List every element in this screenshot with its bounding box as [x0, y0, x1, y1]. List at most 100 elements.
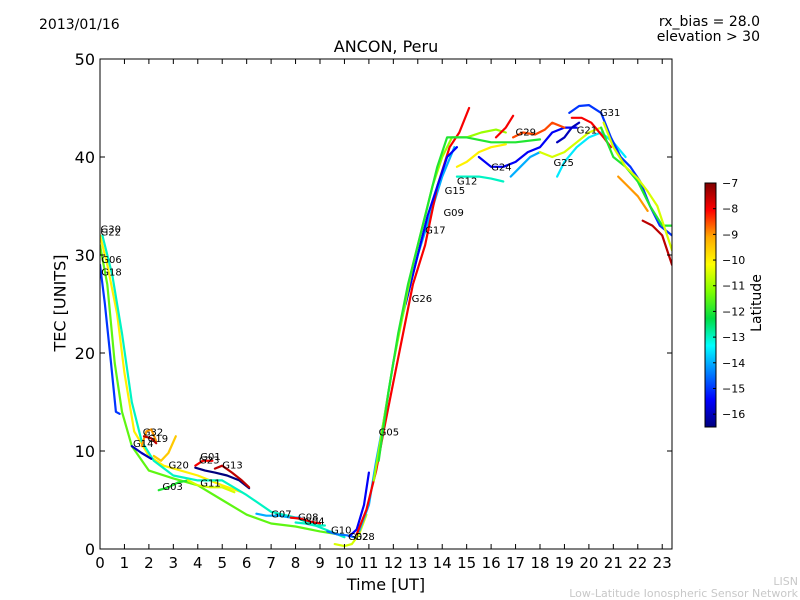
colorbar-tick-label: −16 [722, 408, 745, 421]
x-tick-label: 11 [359, 554, 378, 572]
series-line-g19 [142, 435, 158, 445]
y-axis: 0 10 20 30 40 50 [75, 50, 672, 559]
satellite-label: G28 [354, 532, 374, 543]
y-tick-label: 10 [75, 442, 95, 461]
x-tick-label: 22 [628, 554, 647, 572]
x-tick-label: 18 [530, 554, 549, 572]
x-tick-label: 16 [482, 554, 501, 572]
series-line-g04 [294, 521, 326, 527]
satellite-label: G14 [133, 439, 153, 450]
satellite-label: G25 [553, 158, 573, 169]
x-tick-label: 3 [169, 554, 179, 572]
satellite-label: G11 [200, 478, 220, 489]
colorbar-tick-label: −10 [722, 254, 745, 267]
series-layer [100, 104, 672, 548]
series-line-g09 [377, 136, 542, 462]
series-line-g08 [289, 516, 322, 525]
series-line-g31b [600, 126, 672, 227]
colorbar-tick-label: −9 [722, 228, 738, 241]
series-line-g24b [509, 151, 542, 178]
x-tick-label: 21 [604, 554, 623, 572]
x-tick-label: 13 [408, 554, 427, 572]
x-tick-label: 6 [242, 554, 252, 572]
x-tick-label: 19 [555, 554, 574, 572]
series-line-g02 [348, 471, 370, 538]
satellite-label: G08 [298, 513, 318, 524]
chart-title: ANCON, Peru [333, 37, 439, 56]
x-tick-label: 15 [457, 554, 476, 572]
rx-bias-label: rx_bias = 28.0 [658, 14, 760, 30]
series-line-g21 [556, 121, 581, 144]
elevation-label: elevation > 30 [656, 29, 760, 45]
colorbar-tick-label: −7 [722, 177, 738, 190]
colorbar [704, 182, 717, 428]
satellite-label: G15 [445, 186, 465, 197]
series-line-g13 [213, 464, 251, 489]
x-tick-label: 12 [384, 554, 403, 572]
satellite-label: G05 [379, 427, 399, 438]
satellite-label: G26 [412, 294, 432, 305]
satellite-label: G29 [516, 127, 536, 138]
x-tick-label: 5 [217, 554, 227, 572]
satellite-label: G07 [271, 510, 291, 521]
satellite-label: G04 [304, 517, 324, 528]
satellite-label: G30 [100, 224, 120, 235]
y-tick-label: 0 [85, 540, 95, 559]
colorbar-tick-label: −14 [722, 357, 745, 370]
series-line-g32 [140, 428, 158, 448]
x-tick-label: 17 [506, 554, 525, 572]
colorbar-ticks: −7 −8 −9 −10 −11 −12 −13 −14 −15 −16 [713, 177, 745, 421]
x-tick-label: 23 [653, 554, 672, 572]
y-tick-label: 50 [75, 50, 95, 69]
series-line-g31d [617, 175, 649, 212]
satellite-label: G09 [443, 208, 463, 219]
satellite-label: G21 [577, 125, 597, 136]
colorbar-tick-label: −13 [722, 331, 745, 344]
series-line-g25b [538, 126, 603, 159]
satellite-label: G01 [200, 452, 220, 463]
series-line-g03 [157, 479, 190, 492]
satellite-label: G12 [457, 176, 477, 187]
colorbar-tick-label: −15 [722, 382, 745, 395]
plot-frame [99, 58, 673, 550]
series-line-g15 [455, 175, 505, 183]
colorbar-tick-label: −12 [722, 305, 745, 318]
x-tick-label: 2 [144, 554, 154, 572]
x-tick-label: 7 [266, 554, 276, 572]
series-line-g30 [101, 234, 346, 539]
series-line-g11 [186, 479, 236, 494]
satellite-label: G23 [199, 456, 219, 467]
satellite-label: G02 [348, 532, 368, 543]
series-line-g18 [100, 263, 121, 415]
x-tick-label: 0 [95, 554, 105, 572]
satellite-label: G20 [168, 461, 188, 472]
date-label: 2013/01/16 [39, 17, 120, 33]
x-axis-label: Time [UT] [346, 575, 426, 594]
satellite-label: G19 [148, 434, 168, 445]
x-tick-label: 20 [579, 554, 598, 572]
satellite-label: G17 [425, 225, 445, 236]
footer-short-name: LISN [773, 575, 798, 588]
series-line-g26 [404, 146, 458, 306]
series-line-g12 [455, 143, 507, 168]
satellite-label: G32 [143, 427, 163, 438]
x-tick-label: 4 [193, 554, 203, 572]
footer-long-name: Low-Latitude Ionospheric Sensor Network [569, 587, 798, 600]
series-line-g25 [556, 131, 627, 178]
satellite-label: G31 [600, 108, 620, 119]
satellite-label: G03 [162, 482, 182, 493]
satellite-label: G13 [222, 461, 242, 472]
y-tick-label: 30 [75, 246, 95, 265]
series-line-g31c [602, 121, 672, 252]
series-line-g29r [494, 114, 515, 139]
series-line-g23 [194, 466, 251, 490]
x-tick-label: 14 [433, 554, 452, 572]
series-line-g22 [100, 234, 243, 494]
satellite-label: G22 [100, 227, 120, 238]
x-axis: 0 1 2 3 4 5 6 7 8 9 10 11 12 13 14 15 16 17 18 19 20 21 22 23 [95, 59, 672, 572]
colorbar-tick-label: −11 [722, 280, 745, 293]
x-tick-label: 10 [335, 554, 354, 572]
series-line-g14 [130, 445, 153, 460]
